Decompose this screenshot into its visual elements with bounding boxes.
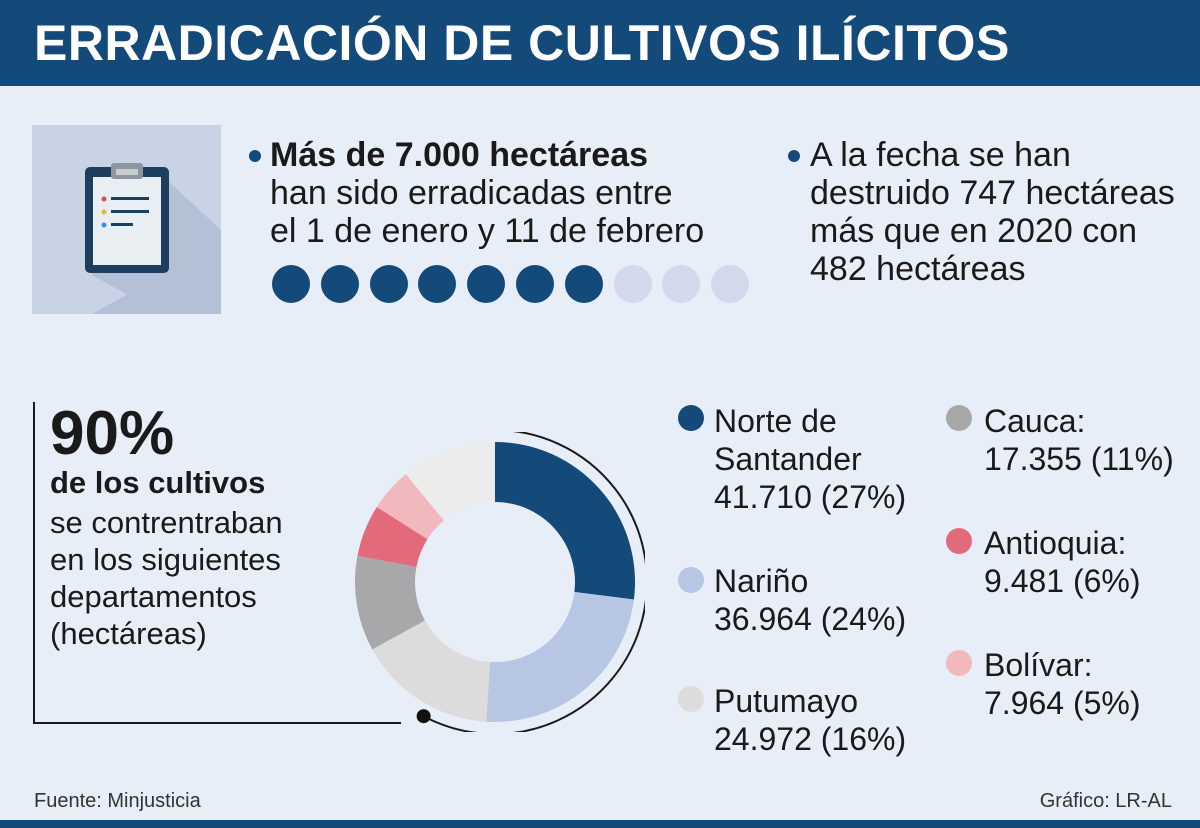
legend-item-putumayo: Putumayo 24.972 (16%) <box>714 682 906 758</box>
legend-value: 9.481 (6%) <box>984 563 1141 599</box>
legend-item-cauca: Cauca: 17.355 (11%) <box>984 402 1174 478</box>
stat-1-line: el 1 de enero y 11 de febrero <box>270 212 705 250</box>
legend-item-norte-de-santander: Norte de Santander 41.710 (27%) <box>714 402 906 516</box>
legend-swatch <box>678 686 704 712</box>
stat-2-line: 482 hectáreas <box>810 250 1026 288</box>
stat-2-line: más que en 2020 con <box>810 212 1138 250</box>
highlight-desc-line: departamentos <box>50 579 257 614</box>
donut-slice-otros <box>405 442 495 521</box>
dot-filled <box>516 265 554 303</box>
donut-slice-antioquia <box>357 506 428 568</box>
legend-value: 7.964 (5%) <box>984 685 1141 721</box>
source-note: Fuente: Minjusticia <box>34 790 201 812</box>
dot-filled <box>564 265 603 303</box>
clipboard-icon-tile <box>32 125 221 314</box>
donut-slice-putumayo <box>372 620 490 722</box>
arc-end-dot <box>416 709 431 724</box>
legend-label: Antioquia: <box>984 525 1127 561</box>
legend-label: Cauca: <box>984 403 1086 439</box>
dot-filled <box>467 265 506 303</box>
legend-value: 41.710 (27%) <box>714 479 907 515</box>
stat-1-line: han sido erradicadas entre <box>270 174 673 212</box>
outer-arc-line <box>423 432 645 732</box>
clipboard-icon <box>85 163 221 314</box>
legend-swatch <box>946 528 972 554</box>
footer-bar <box>0 820 1200 828</box>
donut-slice-nariño <box>486 592 634 722</box>
legend-value: 36.964 (24%) <box>714 601 907 637</box>
dot-empty <box>613 265 652 303</box>
legend-label: Putumayo <box>714 683 859 719</box>
page-title: ERRADICACIÓN DE CULTIVOS ILÍCITOS <box>34 15 1010 71</box>
donut-chart <box>355 432 645 732</box>
dot-empty <box>711 265 750 303</box>
credit-note: Gráfico: LR-AL <box>1039 790 1172 812</box>
legend-item-narino: Nariño 36.964 (24%) <box>714 562 906 638</box>
legend-value: 24.972 (16%) <box>714 721 907 757</box>
highlight-subtitle: de los cultivos <box>50 465 266 500</box>
legend-label: Bolívar: <box>984 647 1093 683</box>
bullet-dot <box>788 150 800 162</box>
dot-filled <box>369 265 408 303</box>
highlight-desc-line: en los siguientes <box>50 542 281 577</box>
legend-value: 17.355 (11%) <box>984 441 1174 477</box>
dot-filled <box>320 265 359 303</box>
stat-2-line: destruido 747 hectáreas <box>810 174 1175 212</box>
bracket-horizontal-line <box>33 722 401 724</box>
stat-1-headline: Más de 7.000 hectáreas <box>270 136 649 174</box>
legend-label: Nariño <box>714 563 809 599</box>
legend-swatch <box>678 567 704 593</box>
highlight-desc-line: (hectáreas) <box>50 616 207 651</box>
highlight-percent: 90% <box>50 399 175 468</box>
stat-2: A la fecha se han destruido 747 hectárea… <box>810 136 1190 288</box>
header-bar: ERRADICACIÓN DE CULTIVOS ILÍCITOS <box>0 0 1200 86</box>
bullet-dot <box>249 150 261 162</box>
donut-slice-norte-de-santander <box>495 442 635 600</box>
legend-swatch <box>678 405 704 431</box>
legend-swatch <box>946 405 972 431</box>
dot-filled <box>272 265 310 303</box>
bracket-vertical-line <box>33 402 35 724</box>
highlight-desc-line: se contrentraban <box>50 505 283 540</box>
legend-label: Norte de <box>714 403 837 439</box>
highlight-description: se contrentraban en los siguientes depar… <box>50 504 340 652</box>
legend-swatch <box>946 650 972 676</box>
dot-filled <box>418 265 457 303</box>
donut-slice-bolívar <box>376 474 445 540</box>
legend-item-bolivar: Bolívar: 7.964 (5%) <box>984 646 1141 722</box>
stat-1: Más de 7.000 hectáreas han sido erradica… <box>270 136 740 250</box>
legend-label: Santander <box>714 441 862 477</box>
dot-empty <box>662 265 701 303</box>
donut-slice-cauca <box>355 555 425 650</box>
legend-item-antioquia: Antioquia: 9.481 (6%) <box>984 524 1141 600</box>
stat-2-line: A la fecha se han <box>810 136 1071 174</box>
